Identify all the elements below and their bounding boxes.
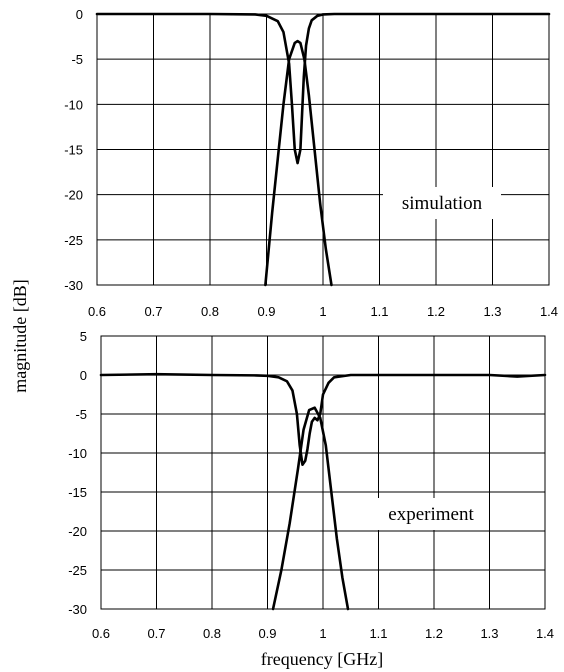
x-tick-label: 0.9 xyxy=(258,626,276,641)
x-tick-label: 1 xyxy=(319,304,326,319)
y-tick-label: 0 xyxy=(80,368,87,383)
x-tick-label: 1 xyxy=(319,626,326,641)
y-tick-label: -10 xyxy=(64,97,83,112)
series-line-1 xyxy=(95,12,551,165)
x-tick-label: 0.6 xyxy=(88,304,106,319)
x-tick-label: 1.3 xyxy=(483,304,501,319)
y-tick-label: -5 xyxy=(71,52,83,67)
y-tick-label: -5 xyxy=(75,407,87,422)
annotation-background xyxy=(383,187,501,219)
y-tick-label: -25 xyxy=(64,233,83,248)
series-line-1 xyxy=(99,372,547,466)
x-tick-label: 0.6 xyxy=(92,626,110,641)
y-tick-label: -20 xyxy=(68,524,87,539)
annotation-label: experiment xyxy=(388,504,474,525)
series-line-2 xyxy=(271,406,350,611)
annotation-background xyxy=(375,498,487,530)
y-tick-label: -25 xyxy=(68,563,87,578)
y-axis-title: magnitude [dB] xyxy=(10,279,30,392)
experiment-panel: 5 0 -5 -10 -15 -20 -25 -30 0.6 0.7 0.8 0.9 1 1.1 1.2 1.… xyxy=(68,329,554,641)
y-tick-label: -10 xyxy=(68,446,87,461)
x-tick-label: 0.8 xyxy=(201,304,219,319)
x-tick-label: 0.7 xyxy=(147,626,165,641)
x-tick-label: 1.4 xyxy=(540,304,558,319)
x-tick-label: 1.2 xyxy=(425,626,443,641)
y-tick-label: -20 xyxy=(64,188,83,203)
x-tick-label: 1.4 xyxy=(536,626,554,641)
y-tick-label: 0 xyxy=(76,7,83,22)
x-tick-label: 1.2 xyxy=(427,304,445,319)
annotation-label: simulation xyxy=(402,193,483,214)
y-tick-label: -15 xyxy=(68,485,87,500)
x-tick-label: 0.8 xyxy=(203,626,221,641)
x-tick-label: 1.3 xyxy=(480,626,498,641)
x-tick-label: 0.9 xyxy=(257,304,275,319)
x-tick-label: 1.1 xyxy=(370,304,388,319)
series-line-2 xyxy=(264,39,333,287)
x-tick-label: 0.7 xyxy=(144,304,162,319)
y-tick-label: -30 xyxy=(64,278,83,293)
x-axis-title: frequency [GHz] xyxy=(261,649,383,669)
y-tick-label: -15 xyxy=(64,143,83,158)
simulation-panel: 0 -5 -10 -15 -20 -25 -30 0.6 0.7 0.8 0.9 1 1.1 1.2 1.3… xyxy=(64,7,558,319)
plot-frame xyxy=(100,335,546,610)
y-tick-label: -30 xyxy=(68,602,87,617)
y-tick-label: 5 xyxy=(80,329,87,344)
x-tick-label: 1.1 xyxy=(369,626,387,641)
